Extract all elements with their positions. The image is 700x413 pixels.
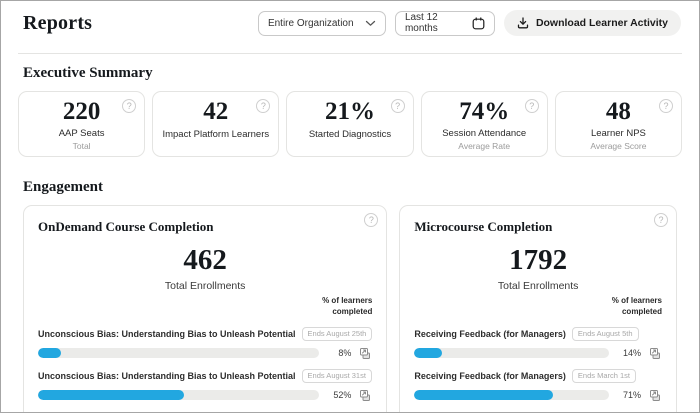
topbar: Reports Entire Organization Last 12 mont… (1, 1, 699, 44)
course-name: Receiving Feedback (for Managers) (414, 329, 566, 339)
progress-track (38, 348, 319, 358)
progress-percent: 8% (327, 348, 351, 358)
executive-summary-stats: ? 220 AAP Seats Total ? 42 Impact Platfo… (1, 91, 699, 157)
total-enrollments-value: 462 (38, 246, 372, 275)
card-total: 1792 Total Enrollments (414, 246, 662, 292)
expand-icon[interactable] (649, 389, 662, 402)
total-enrollments-label: Total Enrollments (414, 280, 662, 292)
calendar-icon (472, 17, 485, 30)
total-enrollments-label: Total Enrollments (38, 280, 372, 292)
executive-summary-heading: Executive Summary (1, 54, 699, 91)
progress-line: 8% (38, 347, 372, 360)
date-range-picker[interactable]: Last 12 months (395, 11, 495, 36)
card-title: OnDemand Course Completion (38, 219, 372, 235)
course-end-badge: Ends March 1st (572, 369, 636, 383)
card-total: 462 Total Enrollments (38, 246, 372, 292)
stat-sublabel: Total (73, 141, 91, 151)
progress-fill (38, 348, 61, 358)
expand-icon[interactable] (359, 389, 372, 402)
course-head: Receiving Feedback (for Managers) Ends M… (414, 369, 662, 383)
course-name: Unconscious Bias: Understanding Bias to … (38, 329, 296, 339)
organization-filter-dropdown[interactable]: Entire Organization (258, 11, 386, 36)
help-icon[interactable]: ? (122, 99, 136, 113)
course-head: Unconscious Bias: Understanding Bias to … (38, 369, 372, 383)
engagement-cards: ? OnDemand Course Completion 462 Total E… (1, 205, 699, 413)
help-icon[interactable]: ? (654, 213, 668, 227)
progress-track (414, 348, 609, 358)
total-enrollments-value: 1792 (414, 246, 662, 275)
progress-fill (414, 348, 441, 358)
expand-icon[interactable] (649, 347, 662, 360)
date-range-value: Last 12 months (405, 12, 472, 34)
course-name: Unconscious Bias: Understanding Bias to … (38, 371, 296, 381)
reports-page: Reports Entire Organization Last 12 mont… (0, 0, 700, 413)
stat-value: 42 (203, 99, 228, 125)
topbar-controls: Entire Organization Last 12 months Downl… (258, 10, 681, 36)
stat-value: 21% (325, 99, 375, 125)
ondemand-course-completion-card: ? OnDemand Course Completion 462 Total E… (23, 205, 387, 413)
progress-fill (414, 390, 552, 400)
organization-filter-value: Entire Organization (268, 18, 354, 29)
stat-label: Learner NPS (591, 128, 646, 139)
course-end-badge: Ends August 25th (302, 327, 373, 341)
course-end-badge: Ends August 5th (572, 327, 639, 341)
course-row: Receiving Feedback (for Managers) Ends M… (414, 369, 662, 402)
page-title: Reports (23, 12, 92, 35)
course-row: Unconscious Bias: Understanding Bias to … (38, 369, 372, 402)
course-row: Receiving Feedback (for Managers) Ends A… (414, 327, 662, 360)
course-head: Unconscious Bias: Understanding Bias to … (38, 327, 372, 341)
microcourse-completion-card: ? Microcourse Completion 1792 Total Enro… (399, 205, 677, 413)
progress-percent: 14% (617, 348, 641, 358)
stat-card-session-attendance: ? 74% Session Attendance Average Rate (421, 91, 548, 157)
progress-line: 71% (414, 389, 662, 402)
help-icon[interactable]: ? (256, 99, 270, 113)
stat-sublabel: Average Rate (458, 141, 510, 151)
percent-completed-column-note: % of learners completed (600, 296, 662, 318)
help-icon[interactable]: ? (391, 99, 405, 113)
help-icon[interactable]: ? (659, 99, 673, 113)
expand-icon[interactable] (359, 347, 372, 360)
stat-sublabel: Average Score (590, 141, 646, 151)
stat-label: AAP Seats (59, 128, 105, 139)
stat-card-started-diagnostics: ? 21% Started Diagnostics (286, 91, 413, 157)
progress-track (414, 390, 609, 400)
help-icon[interactable]: ? (525, 99, 539, 113)
help-icon[interactable]: ? (364, 213, 378, 227)
stat-card-learner-nps: ? 48 Learner NPS Average Score (555, 91, 682, 157)
progress-percent: 52% (327, 390, 351, 400)
chevron-down-icon (365, 20, 376, 27)
stat-label: Impact Platform Learners (162, 129, 269, 140)
download-learner-activity-button[interactable]: Download Learner Activity (504, 10, 681, 36)
percent-completed-column-note: % of learners completed (310, 296, 372, 318)
course-head: Receiving Feedback (for Managers) Ends A… (414, 327, 662, 341)
stat-value: 48 (606, 99, 631, 125)
progress-line: 52% (38, 389, 372, 402)
stat-card-impact-platform-learners: ? 42 Impact Platform Learners (152, 91, 279, 157)
download-button-label: Download Learner Activity (536, 17, 668, 29)
progress-track (38, 390, 319, 400)
engagement-heading: Engagement (1, 157, 699, 205)
stat-label: Started Diagnostics (309, 129, 391, 140)
stat-label: Session Attendance (442, 128, 526, 139)
progress-percent: 71% (617, 390, 641, 400)
stat-value: 220 (63, 99, 101, 125)
download-icon (517, 17, 529, 29)
course-name: Receiving Feedback (for Managers) (414, 371, 566, 381)
course-row: Unconscious Bias: Understanding Bias to … (38, 327, 372, 360)
progress-fill (38, 390, 184, 400)
progress-line: 14% (414, 347, 662, 360)
stat-value: 74% (459, 99, 509, 125)
card-title: Microcourse Completion (414, 219, 662, 235)
stat-card-aap-seats: ? 220 AAP Seats Total (18, 91, 145, 157)
course-end-badge: Ends August 31st (302, 369, 372, 383)
